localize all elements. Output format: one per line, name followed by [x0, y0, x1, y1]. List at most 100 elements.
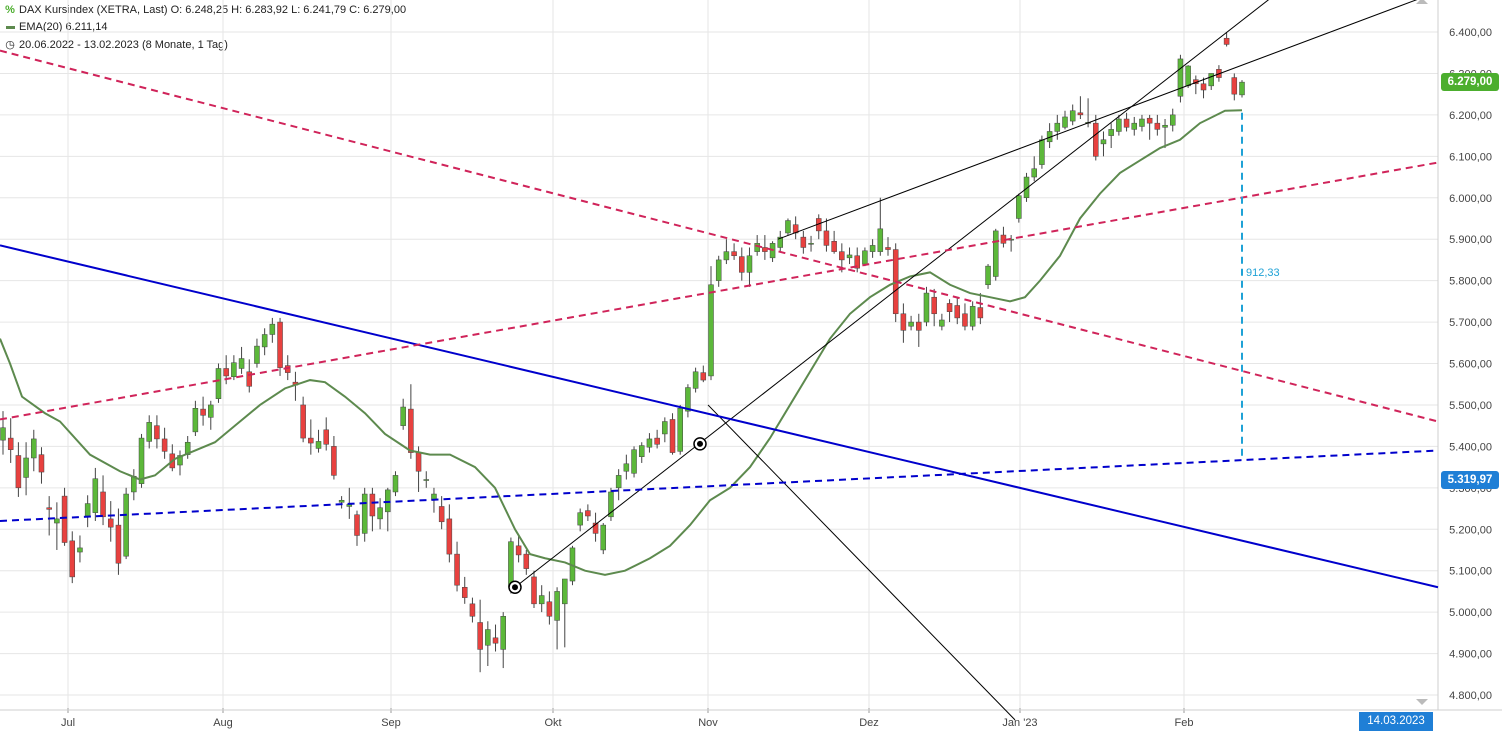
ema-line-icon [4, 21, 16, 33]
y-tick-label: 5.900,00 [1449, 234, 1492, 246]
y-tick-label: 6.200,00 [1449, 110, 1492, 122]
candle-down [46, 507, 52, 510]
candle-down [515, 545, 522, 556]
candle-up [1016, 195, 1022, 219]
candle-up [746, 255, 753, 273]
candle-down [492, 637, 499, 644]
candle-up [192, 408, 199, 433]
candle-up [785, 220, 791, 234]
candle-up [685, 387, 691, 412]
candle-down [246, 371, 253, 387]
candle-down [739, 256, 745, 273]
candle-down [800, 236, 807, 248]
trendline [0, 244, 1439, 589]
candle-down [1223, 37, 1230, 45]
candle-down [469, 603, 476, 617]
candle-down [839, 251, 845, 261]
candle-down [446, 518, 453, 555]
candle-up [1239, 81, 1245, 96]
candle-up [1062, 116, 1068, 128]
candle-up [754, 243, 760, 252]
candle-down [331, 446, 337, 476]
candle-down [154, 425, 160, 440]
candle-down [415, 452, 422, 472]
candle-up [123, 493, 129, 557]
candle-up [1116, 118, 1122, 132]
candle-up [708, 284, 714, 377]
candle-up [577, 512, 583, 526]
candle-down [408, 408, 414, 453]
y-tick-label: 4.900,00 [1449, 649, 1492, 661]
dashed-trendline [0, 49, 1439, 423]
candle-up [608, 491, 614, 518]
dashed-trendline [0, 161, 1439, 421]
candle-up [1054, 122, 1061, 132]
y-tick-label: 5.600,00 [1449, 359, 1492, 371]
candle-down [954, 305, 961, 319]
y-tick-label: 5.000,00 [1449, 607, 1492, 619]
candle-down [585, 510, 591, 517]
candle-up [662, 421, 668, 435]
ema20-line [0, 109, 1243, 576]
candle-down [962, 313, 968, 327]
candle-up [500, 616, 506, 650]
candle-up [400, 406, 406, 426]
candle-up [238, 358, 245, 369]
candle-down [931, 296, 937, 315]
scroll-down-icon [1416, 699, 1428, 705]
candle-up [969, 306, 976, 327]
candle-up [92, 478, 99, 513]
candle-down [762, 247, 768, 252]
candle-up [554, 591, 560, 621]
x-tick-label: Dez [859, 717, 879, 729]
candle-down [454, 553, 460, 586]
candle-up [138, 437, 145, 484]
candle-up [231, 362, 237, 378]
candle-up [562, 578, 568, 605]
candle-down [15, 455, 22, 489]
header-ema: EMA(20) 6.211,14 [4, 21, 107, 33]
candle-up [615, 475, 622, 489]
candle-up [54, 518, 60, 524]
candle-down [946, 303, 953, 312]
x-tick-label: Sep [381, 717, 401, 729]
candle-down [100, 491, 106, 518]
candle-down [523, 553, 530, 569]
candle-down [38, 454, 45, 473]
candle-up [723, 251, 730, 261]
candle-up [208, 404, 214, 418]
candle-up [631, 449, 637, 474]
y-tick-label: 5.800,00 [1449, 276, 1492, 288]
candle-up [215, 368, 222, 399]
candle-down [654, 437, 660, 445]
cursor-date-badge: 14.03.2023 [1359, 712, 1433, 731]
candle-up [485, 629, 491, 646]
candle-up [1108, 129, 1114, 136]
header-range-text: 20.06.2022 - 13.02.2023 (8 Monate, 1 Tag… [19, 39, 228, 51]
trendline-value-badge: 5.319,97 [1441, 470, 1499, 489]
candle-up [1169, 114, 1176, 126]
candle-up [184, 441, 191, 455]
candle-up [908, 321, 914, 327]
candle-up [361, 493, 368, 534]
x-tick-label: Okt [544, 717, 561, 729]
candle-up [1031, 168, 1037, 178]
candle-down [592, 522, 599, 534]
candle-up [1023, 176, 1030, 198]
candle-down [438, 506, 445, 523]
candle-down [461, 587, 468, 598]
last-price-badge: 6.279,00 [1441, 73, 1499, 92]
candlestick-icon: % [5, 4, 15, 16]
candle-down [1093, 122, 1099, 157]
candle-down [977, 307, 984, 319]
candle-up [877, 228, 884, 252]
candle-up [1177, 58, 1184, 97]
candle-up [1131, 122, 1138, 130]
x-tick-label: Jul [61, 717, 75, 729]
candle-down [546, 601, 553, 617]
candle-down [369, 493, 376, 517]
candle-up [808, 243, 814, 245]
header-ohlc: % DAX Kursindex (XETRA, Last) O: 6.248,25… [4, 4, 406, 16]
candle-up [392, 475, 399, 493]
